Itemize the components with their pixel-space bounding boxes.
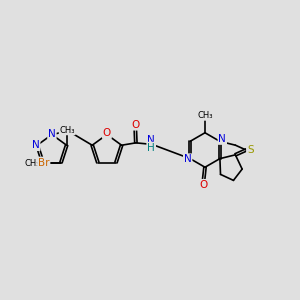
Text: N: N — [147, 136, 155, 146]
Text: CH₃: CH₃ — [59, 126, 75, 135]
Text: N: N — [32, 140, 40, 150]
Text: N: N — [184, 154, 192, 164]
Text: Br: Br — [38, 158, 50, 167]
Text: O: O — [103, 128, 111, 138]
Text: CH₃: CH₃ — [197, 111, 213, 120]
Text: O: O — [131, 120, 140, 130]
Text: O: O — [200, 180, 208, 190]
Text: N: N — [218, 134, 226, 144]
Text: CH₃: CH₃ — [24, 159, 40, 168]
Text: H: H — [147, 142, 155, 153]
Text: S: S — [247, 145, 253, 155]
Text: N: N — [48, 129, 56, 139]
